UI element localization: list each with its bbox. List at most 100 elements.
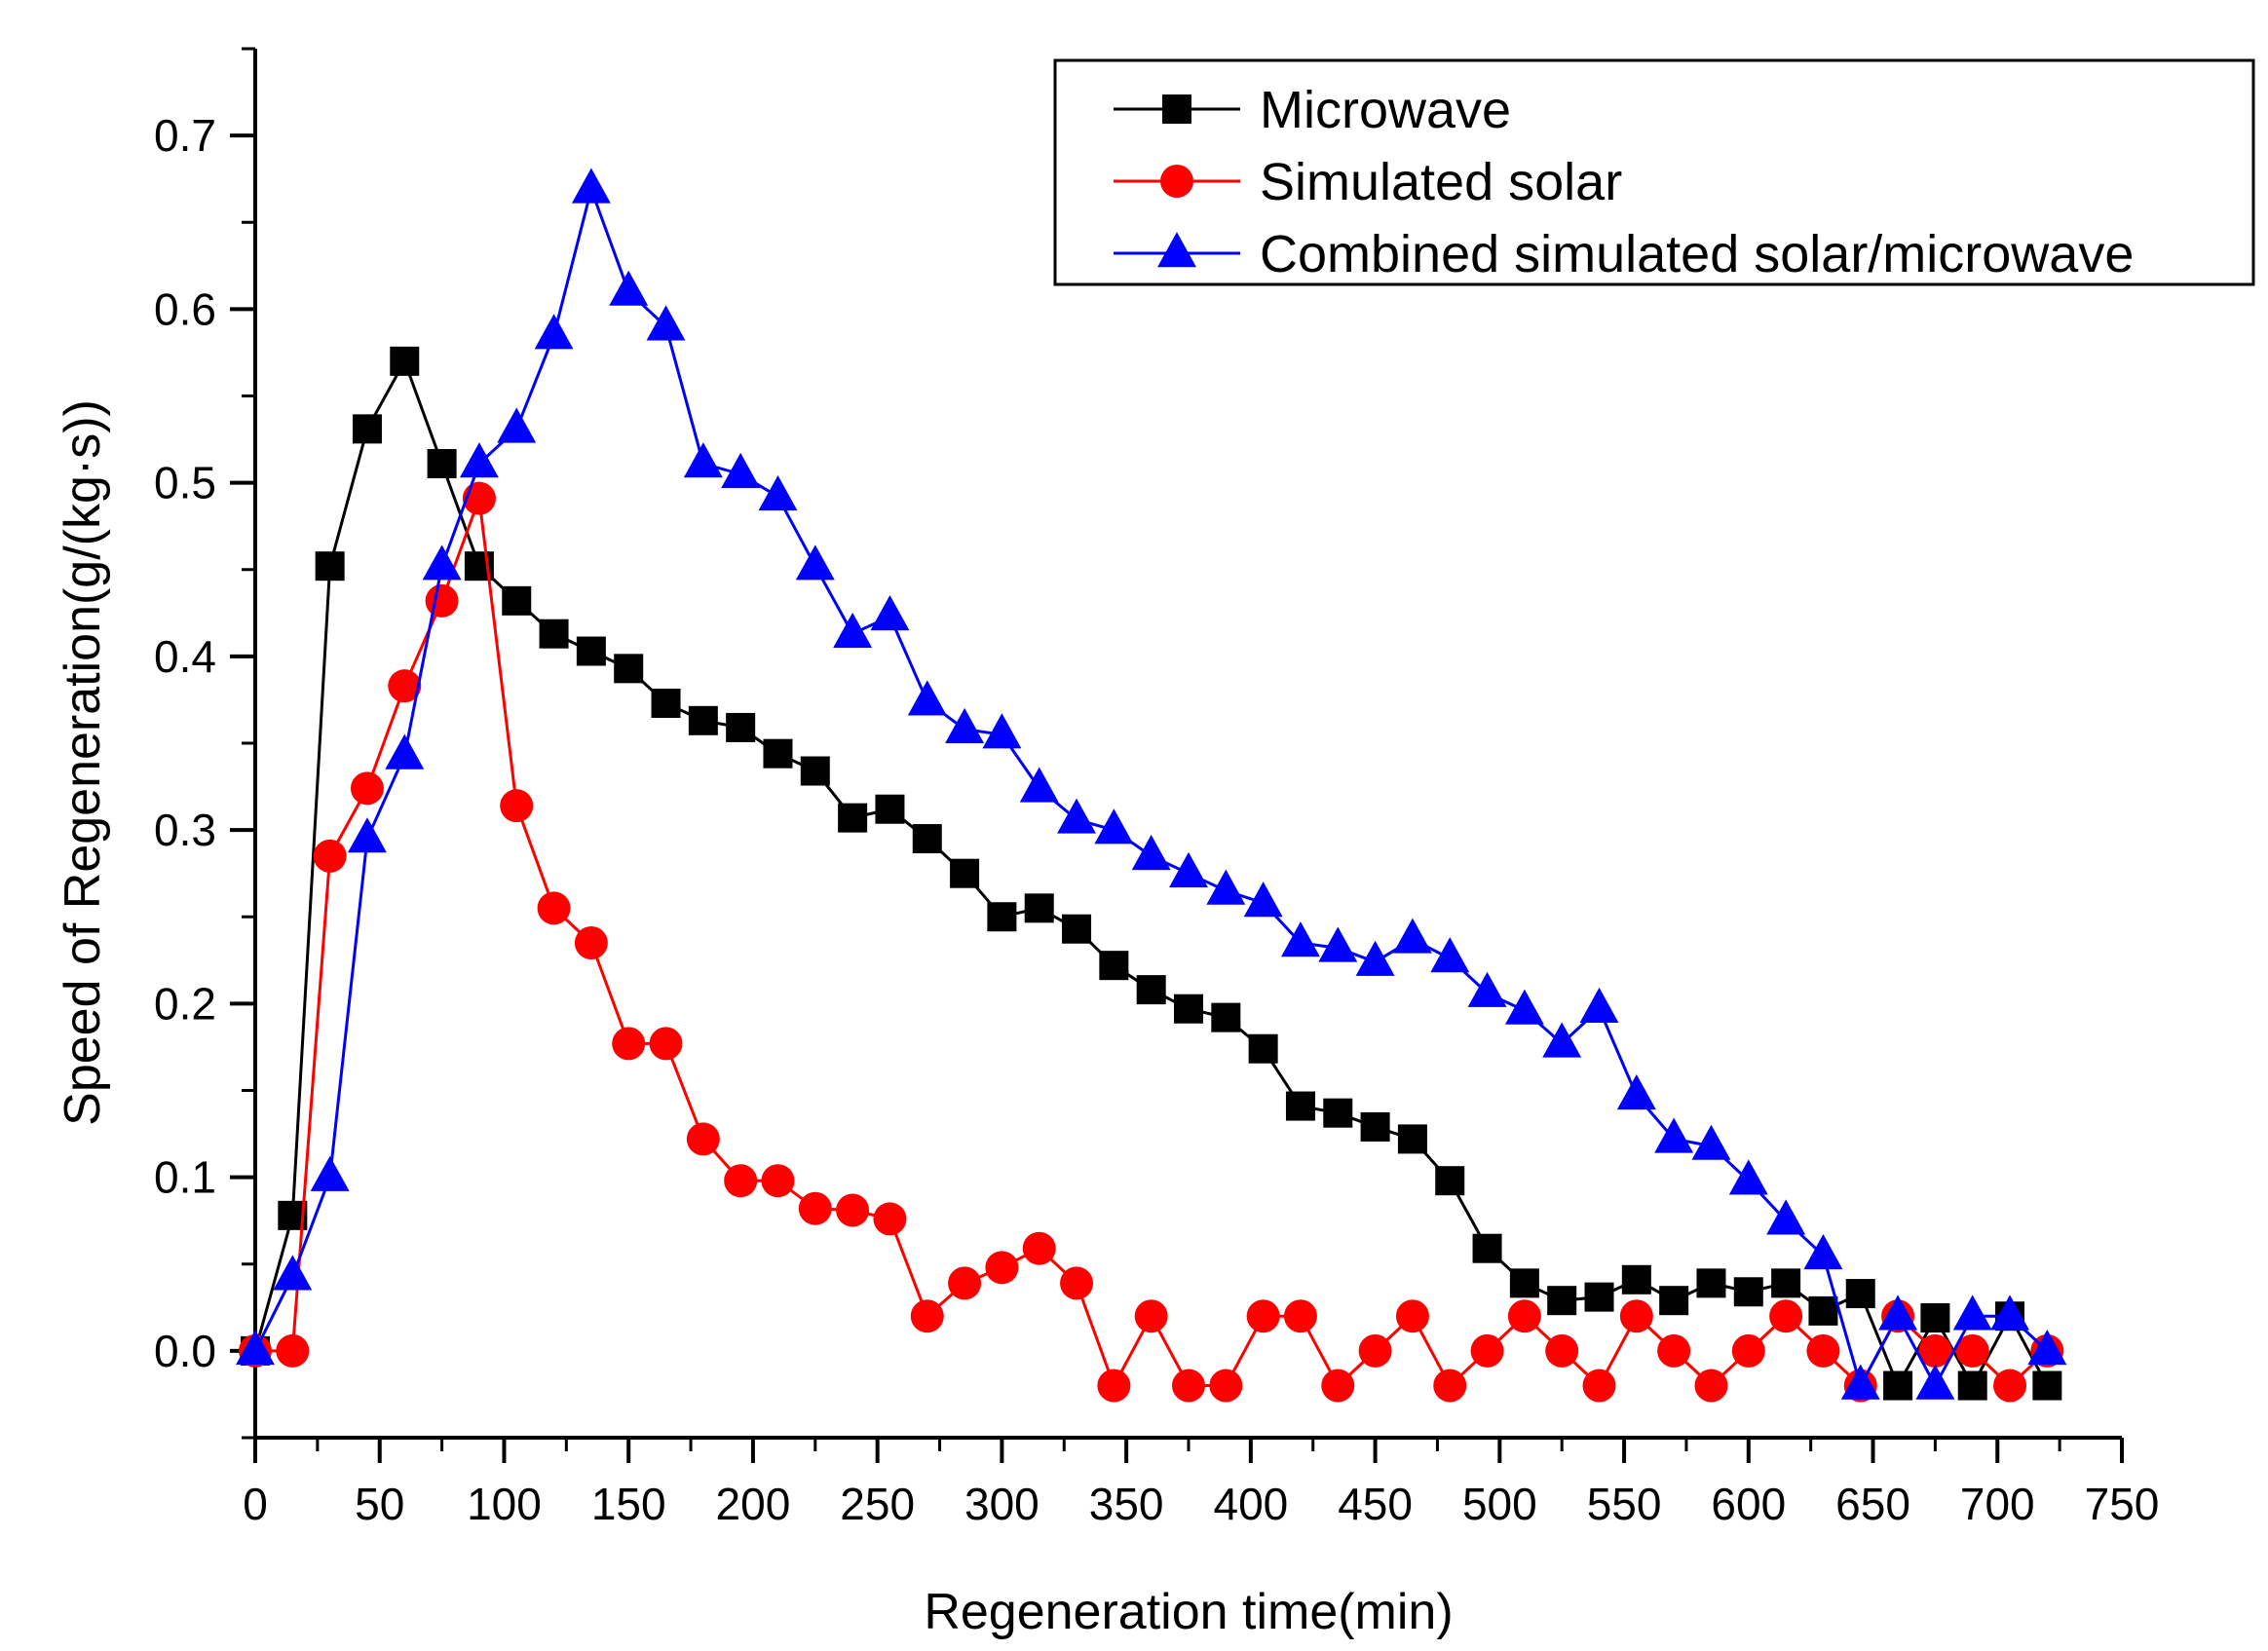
data-point [1097, 1369, 1131, 1403]
y-axis-title: Speed of Regeneration(g/(kg·s)) [55, 399, 111, 1126]
y-tick-label: 0.6 [154, 283, 216, 334]
data-point [1206, 869, 1246, 905]
data-point [576, 636, 606, 666]
x-tick-label: 600 [1711, 1479, 1786, 1529]
data-point [534, 314, 574, 350]
x-tick-label: 400 [1213, 1479, 1288, 1529]
data-point [352, 414, 382, 444]
data-point [1731, 1333, 1765, 1368]
data-point [350, 771, 384, 806]
data-point [761, 1164, 795, 1198]
data-point [1472, 1233, 1502, 1263]
data-point [948, 1266, 982, 1300]
data-point [459, 442, 499, 478]
y-tick-label: 0.7 [154, 110, 216, 161]
legend-marker [1162, 94, 1191, 124]
data-point [1062, 914, 1092, 944]
data-point [1470, 1333, 1504, 1368]
x-tick-label: 750 [2085, 1479, 2160, 1529]
data-point [1211, 1002, 1241, 1032]
legend-item-microwave: Microwave [1114, 81, 1511, 139]
data-point [1582, 1369, 1616, 1403]
plot-series [236, 168, 2067, 1403]
data-point [2027, 1330, 2067, 1366]
data-point [945, 707, 985, 743]
data-point [1955, 1333, 1989, 1368]
data-point [1248, 1033, 1278, 1064]
data-point [1579, 987, 1619, 1023]
data-point [1657, 1333, 1691, 1368]
data-point [1808, 1295, 1838, 1326]
data-point [1840, 1364, 1880, 1400]
legend-marker [1160, 165, 1193, 198]
data-point [1733, 1277, 1763, 1307]
legend-item-simulated-solar: Simulated solar [1114, 153, 1622, 211]
data-point [1057, 798, 1096, 834]
data-point [907, 680, 947, 716]
data-point [1395, 1299, 1429, 1333]
data-point [315, 551, 345, 582]
legend-box [1053, 58, 2255, 286]
data-point [870, 595, 910, 631]
x-tick-label: 100 [467, 1479, 542, 1529]
data-point [502, 585, 532, 616]
data-point [800, 756, 830, 786]
data-point [910, 1299, 944, 1333]
legend-item-combined: Combined simulated solar/microwave [1114, 225, 2134, 283]
y-tick-label: 0.3 [154, 805, 216, 855]
data-point [1430, 937, 1470, 973]
data-point [1174, 994, 1203, 1024]
data-point [1619, 1299, 1653, 1333]
data-point [798, 1191, 832, 1225]
data-point [1952, 1295, 1992, 1331]
data-point [1099, 951, 1129, 981]
data-point [1845, 1279, 1875, 1309]
series-microwave [241, 346, 2062, 1401]
data-point [1022, 1231, 1056, 1265]
data-point [1169, 851, 1208, 887]
data-point [1990, 1295, 2029, 1331]
legend: Microwave Simulated solar Combined simul… [1053, 58, 2255, 286]
data-point [683, 442, 723, 478]
data-point [497, 407, 537, 443]
data-point [1883, 1370, 1913, 1401]
data-point [236, 1330, 275, 1366]
x-tick-label: 200 [716, 1479, 791, 1529]
data-point [1136, 975, 1166, 1005]
data-point [1024, 893, 1054, 923]
data-point [758, 475, 798, 511]
data-point [1584, 1282, 1614, 1312]
data-point [646, 305, 686, 341]
data-point [1542, 1022, 1582, 1058]
x-tick-label: 250 [840, 1479, 915, 1529]
data-point [688, 705, 718, 735]
data-point [425, 583, 459, 618]
data-point [912, 824, 942, 854]
data-point [537, 891, 571, 925]
y-tick-label: 0.4 [154, 631, 216, 682]
data-point [422, 544, 462, 581]
data-point [1545, 1333, 1579, 1368]
series-simulated-solar [239, 481, 2064, 1403]
data-point [987, 902, 1017, 932]
data-point [310, 1155, 350, 1191]
data-point [982, 713, 1022, 749]
data-point [1696, 1268, 1726, 1298]
data-point [1392, 918, 1432, 954]
legend-label-simulated-solar: Simulated solar [1260, 153, 1622, 211]
data-point [1172, 1369, 1205, 1403]
data-point [1323, 1098, 1353, 1128]
data-point [427, 449, 457, 479]
data-point [1318, 926, 1358, 962]
axes: 0 50 100 150 200 250 300 350 400 450 500 550 600 650 7… [154, 47, 2160, 1529]
data-point [873, 1202, 907, 1236]
data-point [833, 612, 873, 648]
data-point [1915, 1364, 1955, 1400]
data-point [1209, 1369, 1243, 1403]
data-point [1803, 1233, 1843, 1270]
data-point [1509, 1268, 1539, 1298]
data-point [838, 803, 868, 833]
data-point [1060, 1266, 1094, 1300]
x-tick-label: 150 [591, 1479, 666, 1529]
